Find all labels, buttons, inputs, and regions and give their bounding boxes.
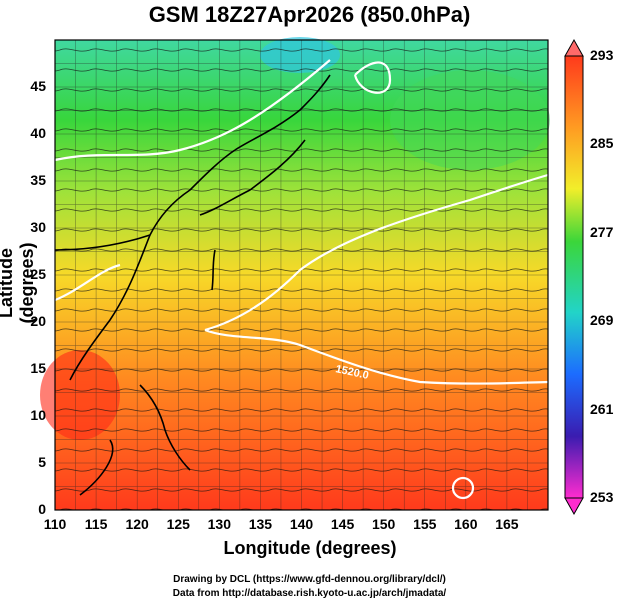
x-axis-label: Longitude (degrees)	[223, 538, 397, 558]
colorbar	[564, 38, 584, 516]
x-tick-125: 125	[166, 516, 190, 532]
y-tick-30: 30	[30, 219, 46, 235]
x-tick-120: 120	[125, 516, 149, 532]
x-tick-140: 140	[289, 516, 314, 532]
colorbar-tick-261: 261	[590, 400, 614, 417]
credit-drawing: Drawing by DCL (https://www.gfd-dennou.o…	[173, 574, 446, 585]
y-tick-15: 15	[30, 360, 46, 376]
y-tick-40: 40	[30, 125, 46, 141]
x-tick-115: 115	[84, 516, 108, 532]
map-title: GSM 18Z27Apr2026 (850.0hPa)	[148, 2, 471, 27]
y-tick-0: 0	[38, 501, 46, 517]
colorbar-upper-arrow	[564, 38, 584, 57]
x-tick-150: 150	[371, 516, 396, 532]
y-tick-45: 45	[30, 78, 46, 94]
y-tick-10: 10	[30, 407, 46, 423]
x-tick-160: 160	[454, 516, 478, 532]
x-tick-155: 155	[413, 516, 437, 532]
colorbar-tick-285: 285	[590, 135, 614, 152]
colorbar-tick-269: 269	[590, 312, 614, 329]
x-tick-145: 145	[330, 516, 355, 532]
plot-frame	[54, 39, 549, 511]
colorbar-tick-253: 253	[590, 489, 614, 505]
credit-data: Data from http://database.rish.kyoto-u.a…	[172, 588, 447, 599]
colorbar-tick-293: 293	[590, 47, 614, 63]
y-tick-20: 20	[30, 313, 46, 329]
x-tick-135: 135	[248, 516, 273, 532]
height-contours	[54, 59, 549, 500]
plot-area: 1520.0	[40, 37, 550, 511]
y-tick-5: 5	[38, 454, 46, 470]
x-tick-130: 130	[207, 516, 231, 532]
y-tick-25: 25	[30, 266, 46, 282]
colorbar-tick-277: 277	[590, 223, 614, 240]
colorbar-gradient	[564, 55, 584, 499]
coastlines	[54, 74, 331, 496]
lat-lon-grid	[54, 39, 549, 511]
x-tick-165: 165	[495, 516, 519, 532]
y-tick-35: 35	[30, 172, 46, 188]
colorbar-lower-arrow	[564, 497, 584, 516]
x-tick-110: 110	[43, 516, 67, 532]
